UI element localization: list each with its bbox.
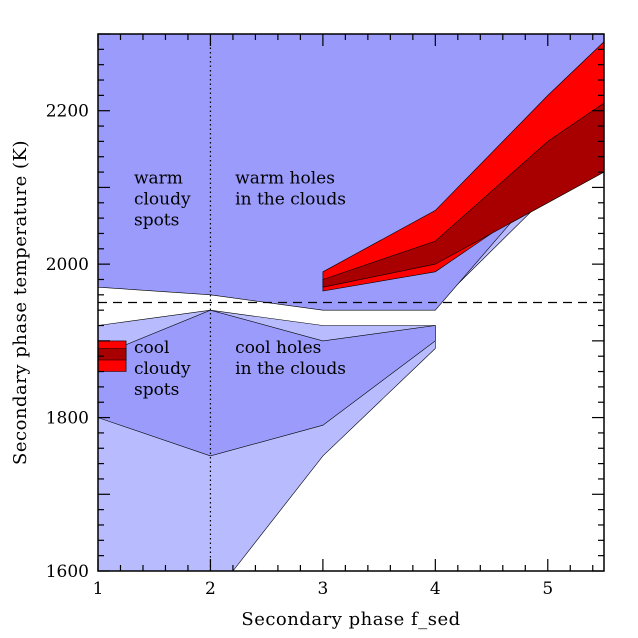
reference-lines <box>98 34 604 571</box>
x-tick-label: 3 <box>317 579 328 599</box>
y-tick-label: 1800 <box>46 409 89 429</box>
region-medium-blue-3 <box>98 309 436 457</box>
plot-frame <box>97 33 605 572</box>
region-dark-red-7 <box>98 348 127 361</box>
x-tick-label: 4 <box>430 579 441 599</box>
annotation-2: cool cloudy spots <box>134 338 191 400</box>
region-dark-red-5 <box>322 102 604 288</box>
y-axis-label: Secondary phase temperature (K) <box>10 140 31 465</box>
y-tick-label: 2000 <box>46 255 89 275</box>
x-tick-label: 2 <box>205 579 216 599</box>
annotation-3: cool holes in the clouds <box>235 338 346 379</box>
x-tick-label: 1 <box>93 579 104 599</box>
shaded-regions <box>98 34 604 571</box>
y-tick-label: 2200 <box>46 102 89 122</box>
annotations: warm cloudy spots warm holes in the clouds co… <box>134 169 346 401</box>
annotation-0: warm cloudy spots <box>134 169 191 231</box>
x-tick-label: 5 <box>542 579 553 599</box>
y-tick-label: 1600 <box>46 562 89 582</box>
x-axis-label: Secondary phase f_sed <box>241 609 460 630</box>
annotation-1: warm holes in the clouds <box>235 169 346 210</box>
axis-ticks: 1 2 3 4 5 1600 1800 2000 2200 <box>46 33 604 599</box>
